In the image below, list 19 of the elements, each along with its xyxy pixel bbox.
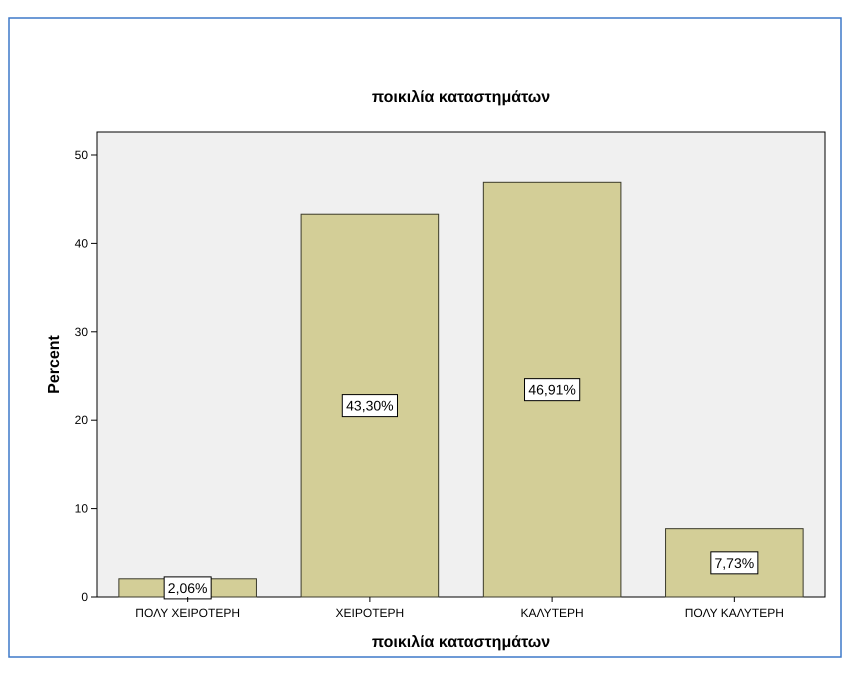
x-axis-title: ποικιλία καταστημάτων bbox=[372, 634, 550, 651]
y-tick-label: 50 bbox=[74, 148, 88, 162]
data-label: 7,73% bbox=[714, 554, 754, 571]
data-label: 2,06% bbox=[168, 580, 208, 596]
y-tick-label: 40 bbox=[74, 236, 88, 250]
x-tick-label: ΠΟΛΥ ΚΑΛΥΤΕΡΗ bbox=[684, 606, 784, 620]
x-tick-label: ΚΑΛΥΤΕΡΗ bbox=[520, 606, 584, 620]
bar bbox=[300, 214, 440, 598]
chart-title: ποικιλία καταστημάτων bbox=[372, 89, 550, 106]
y-axis-title: Percent bbox=[46, 334, 63, 394]
y-tick-label: 10 bbox=[74, 502, 88, 516]
x-tick-label: ΧΕΙΡΟΤΕΡΗ bbox=[336, 606, 404, 620]
bar bbox=[482, 182, 622, 598]
data-label: 43,30% bbox=[346, 398, 394, 414]
x-tick-label: ΠΟΛΥ ΧΕΙΡΟΤΕΡΗ bbox=[135, 606, 240, 620]
data-label: 46,91% bbox=[528, 382, 576, 398]
y-tick-label: 0 bbox=[81, 590, 88, 604]
y-tick-label: 30 bbox=[74, 324, 88, 339]
y-tick-label: 20 bbox=[74, 413, 88, 428]
